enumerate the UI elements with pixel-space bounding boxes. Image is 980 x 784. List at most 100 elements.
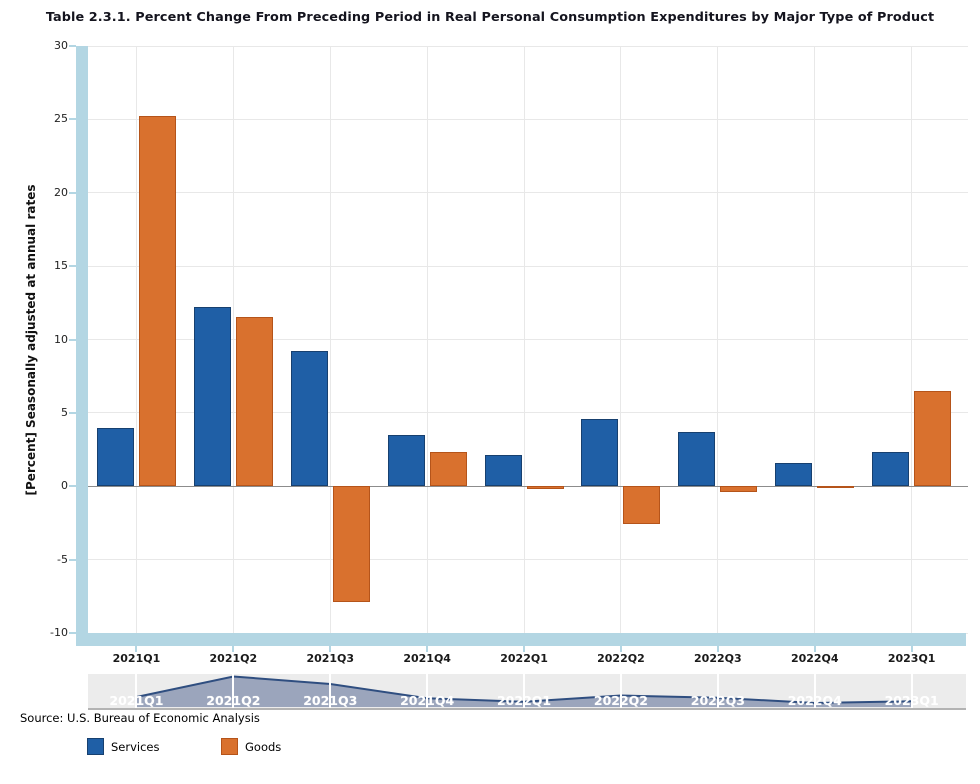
bar-goods-2021Q1[interactable]: [138, 116, 176, 487]
navigator-label: 2021Q2: [206, 693, 261, 708]
y-gridline: [88, 45, 968, 47]
bar-services-2021Q4[interactable]: [387, 434, 425, 487]
navigator-label: 2022Q2: [593, 693, 648, 708]
bar-services-2022Q2[interactable]: [581, 418, 619, 487]
navigator-label: 2022Q1: [496, 693, 552, 708]
bar-goods-2022Q4[interactable]: [817, 486, 855, 489]
y-axis-tick: [69, 558, 76, 561]
y-tick-label: 20: [54, 185, 68, 199]
x-axis-tick: [716, 646, 719, 652]
navigator-label: 2021Q4: [400, 693, 455, 708]
navigator-gridline: [232, 674, 235, 708]
legend-label: Services: [111, 739, 160, 754]
x-axis-tick: [329, 646, 332, 652]
bar-services-2021Q3[interactable]: [290, 351, 328, 487]
y-axis-tick: [69, 45, 76, 47]
bar-services-2022Q3[interactable]: [678, 431, 716, 487]
chart-title: Table 2.3.1. Percent Change From Precedi…: [45, 10, 935, 25]
x-gridline: [135, 46, 137, 633]
x-tick-label: 2022Q2: [597, 652, 645, 665]
legend-label: Goods: [245, 739, 282, 754]
x-gridline: [329, 46, 331, 633]
x-gridline: [717, 46, 719, 633]
y-gridline: [88, 265, 968, 267]
legend-swatch-goods: [221, 738, 238, 755]
y-gridline: [88, 118, 968, 120]
legend-swatch-services: [87, 738, 104, 755]
bar-services-2021Q1[interactable]: [96, 427, 134, 487]
y-axis-tick: [69, 265, 76, 268]
navigator-gridline: [813, 674, 816, 708]
x-axis-tick: [619, 646, 622, 652]
x-tick-label: 2021Q1: [112, 652, 161, 665]
x-tick-label: 2022Q3: [694, 652, 742, 665]
x-tick-label: 2022Q1: [500, 652, 548, 665]
navigator-gridline: [329, 674, 332, 708]
navigator-gridline: [135, 674, 138, 708]
x-axis-tick: [232, 646, 235, 652]
navigator-label: 2022Q4: [787, 693, 842, 708]
bar-goods-2021Q3[interactable]: [332, 486, 370, 603]
x-gridline: [426, 46, 428, 633]
source-note: Source: U.S. Bureau of Economic Analysis: [20, 711, 260, 725]
x-tick-label: 2022Q4: [790, 652, 839, 665]
navigator-gridline: [716, 674, 719, 708]
y-axis-tick: [69, 338, 76, 341]
y-tick-label: 5: [61, 405, 68, 419]
bar-goods-2022Q1[interactable]: [526, 486, 564, 490]
navigator-gridline: [426, 674, 429, 708]
bar-goods-2021Q4[interactable]: [429, 452, 467, 487]
x-gridline: [232, 46, 234, 633]
navigator-label: 2021Q3: [303, 693, 358, 708]
navigator-gridline: [910, 674, 913, 708]
y-axis-tick: [69, 411, 76, 414]
navigator-label: 2022Q3: [690, 693, 745, 708]
y-tick-label: 0: [61, 479, 68, 493]
bar-services-2021Q2[interactable]: [193, 307, 231, 487]
y-axis-tick: [69, 632, 76, 634]
y-tick-label: -5: [57, 552, 68, 566]
legend-item-goods[interactable]: Goods: [221, 738, 281, 755]
x-gridline: [523, 46, 525, 633]
bar-services-2022Q4[interactable]: [775, 462, 813, 487]
x-axis-tick: [813, 646, 816, 652]
x-tick-label: 2023Q1: [887, 652, 936, 665]
x-gridline: [911, 46, 913, 633]
bar-goods-2023Q1[interactable]: [914, 390, 952, 487]
bar-goods-2022Q2[interactable]: [623, 486, 661, 525]
y-axis-tick: [69, 485, 76, 488]
x-axis-tick: [523, 646, 526, 652]
y-tick-label: 15: [54, 259, 68, 273]
x-axis-band: [76, 633, 966, 646]
x-axis-tick: [910, 646, 913, 652]
x-axis-tick: [135, 646, 138, 652]
x-tick-label: 2021Q4: [403, 652, 451, 665]
bar-goods-2022Q3[interactable]: [720, 486, 758, 493]
y-axis-tick: [69, 191, 76, 194]
x-tick-label: 2021Q2: [209, 652, 258, 665]
y-gridline: [88, 192, 968, 194]
y-tick-label: 10: [54, 332, 68, 346]
y-gridline: [88, 559, 968, 561]
bar-goods-2021Q2[interactable]: [235, 317, 273, 487]
bar-services-2022Q1[interactable]: [484, 455, 522, 487]
y-axis-band: [76, 46, 88, 633]
navigator-label: 2021Q1: [109, 693, 164, 708]
navigator-gridline: [619, 674, 622, 708]
legend: Services Goods: [0, 736, 980, 760]
navigator-gridline: [523, 674, 526, 708]
y-tick-label: 30: [54, 39, 68, 52]
x-gridline: [814, 46, 816, 633]
legend-item-services[interactable]: Services: [87, 738, 160, 755]
x-axis-tick: [426, 646, 429, 652]
navigator-label: 2023Q1: [884, 693, 939, 708]
x-tick-label: 2021Q3: [306, 652, 355, 665]
bar-services-2023Q1[interactable]: [872, 452, 910, 487]
navigator[interactable]: 2021Q1 2021Q2 2021Q3 2021Q4 2022Q1 2022Q2 2022…: [88, 674, 966, 710]
y-tick-label: -10: [50, 626, 68, 639]
y-gridline: [88, 339, 968, 340]
y-gridline: [88, 412, 968, 414]
x-gridline: [620, 46, 622, 633]
y-tick-label: 25: [54, 112, 68, 126]
